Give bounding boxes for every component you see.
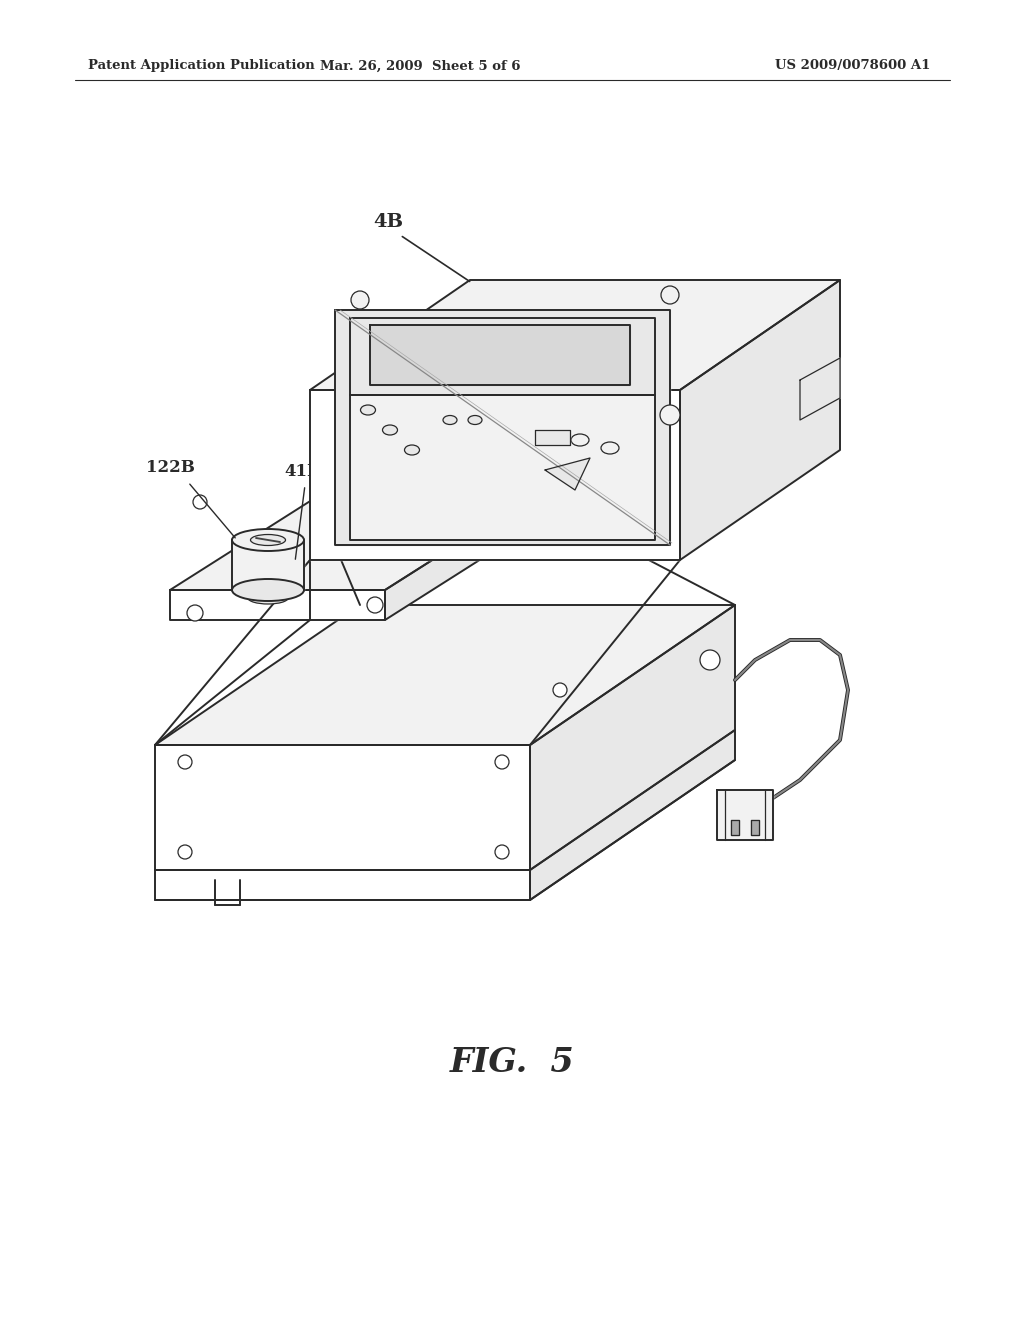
Polygon shape	[155, 605, 735, 744]
Polygon shape	[350, 318, 655, 395]
Polygon shape	[170, 590, 385, 620]
Circle shape	[351, 290, 369, 309]
Text: 4B: 4B	[373, 213, 403, 231]
Circle shape	[178, 755, 193, 770]
Circle shape	[700, 649, 720, 671]
Text: 41B: 41B	[285, 463, 322, 480]
Circle shape	[553, 682, 567, 697]
Ellipse shape	[601, 442, 618, 454]
Ellipse shape	[383, 425, 397, 436]
Polygon shape	[530, 730, 735, 900]
Text: 122B: 122B	[145, 459, 195, 477]
Ellipse shape	[404, 445, 420, 455]
Polygon shape	[800, 358, 840, 420]
Polygon shape	[170, 498, 530, 590]
Polygon shape	[155, 744, 530, 870]
Ellipse shape	[232, 529, 304, 550]
Polygon shape	[232, 540, 304, 590]
Text: Patent Application Publication: Patent Application Publication	[88, 59, 314, 73]
Circle shape	[662, 286, 679, 304]
Circle shape	[660, 405, 680, 425]
Polygon shape	[731, 820, 739, 836]
Polygon shape	[350, 395, 655, 540]
Circle shape	[495, 755, 509, 770]
Circle shape	[193, 495, 207, 510]
Ellipse shape	[232, 579, 304, 601]
Text: US 2009/0078600 A1: US 2009/0078600 A1	[774, 59, 930, 73]
Polygon shape	[335, 310, 670, 545]
Text: Mar. 26, 2009  Sheet 5 of 6: Mar. 26, 2009 Sheet 5 of 6	[319, 59, 520, 73]
Ellipse shape	[443, 416, 457, 425]
Ellipse shape	[571, 434, 589, 446]
Ellipse shape	[248, 591, 288, 605]
Polygon shape	[717, 789, 773, 840]
Polygon shape	[155, 870, 530, 900]
Circle shape	[178, 845, 193, 859]
Polygon shape	[385, 498, 530, 620]
Polygon shape	[680, 280, 840, 560]
Ellipse shape	[468, 416, 482, 425]
Polygon shape	[751, 820, 759, 836]
Ellipse shape	[360, 405, 376, 414]
Text: FIG.  5: FIG. 5	[450, 1045, 574, 1078]
Circle shape	[495, 845, 509, 859]
Polygon shape	[310, 389, 680, 560]
Polygon shape	[535, 430, 570, 445]
Circle shape	[367, 597, 383, 612]
Polygon shape	[530, 605, 735, 870]
Ellipse shape	[251, 535, 286, 545]
Polygon shape	[370, 325, 630, 385]
Circle shape	[187, 605, 203, 620]
Polygon shape	[310, 280, 840, 389]
Polygon shape	[545, 458, 590, 490]
